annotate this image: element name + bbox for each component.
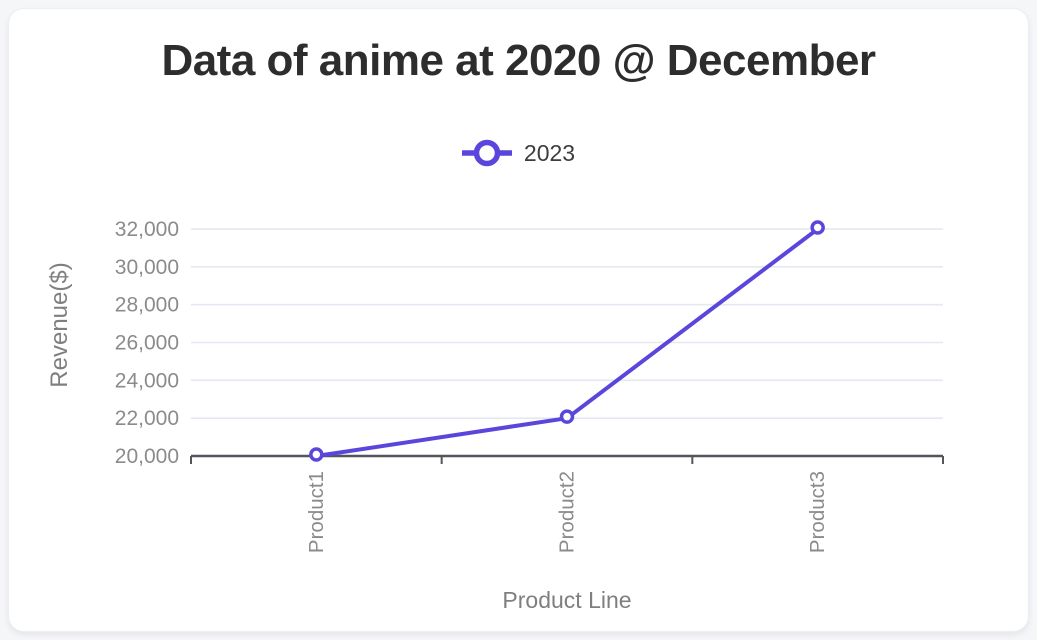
x-category-label: Product3 [806, 471, 829, 553]
y-tick-label: 30,000 [115, 256, 179, 279]
y-tick-label: 20,000 [115, 445, 179, 468]
y-tick-label: 22,000 [115, 407, 179, 430]
y-tick-label: 26,000 [115, 332, 179, 355]
data-point-marker[interactable] [309, 447, 324, 462]
line-chart-plot[interactable]: 20,000 22,000 24,000 26,000 28,000 30,000 32,0… [9, 9, 1030, 633]
x-category-label: Product1 [305, 471, 328, 553]
legend-label: 2023 [523, 139, 576, 166]
y-tick-label: 24,000 [115, 369, 179, 392]
x-category-label: Product2 [556, 471, 579, 553]
data-point-marker[interactable] [559, 409, 575, 424]
legend-line-marker-icon [461, 138, 512, 168]
legend: 2023 [9, 138, 1028, 168]
chart-title: Data of anime at 2020 @ December [161, 36, 876, 85]
chart-card: Data of anime at 2020 @ December 2023 Re… [8, 8, 1029, 632]
y-tick-label: 28,000 [115, 294, 179, 317]
x-axis-title: Product Line [502, 587, 632, 613]
data-point-marker[interactable] [810, 220, 825, 235]
y-tick-label: 32,000 [115, 218, 179, 241]
legend-item-2023[interactable]: 2023 [461, 138, 576, 168]
